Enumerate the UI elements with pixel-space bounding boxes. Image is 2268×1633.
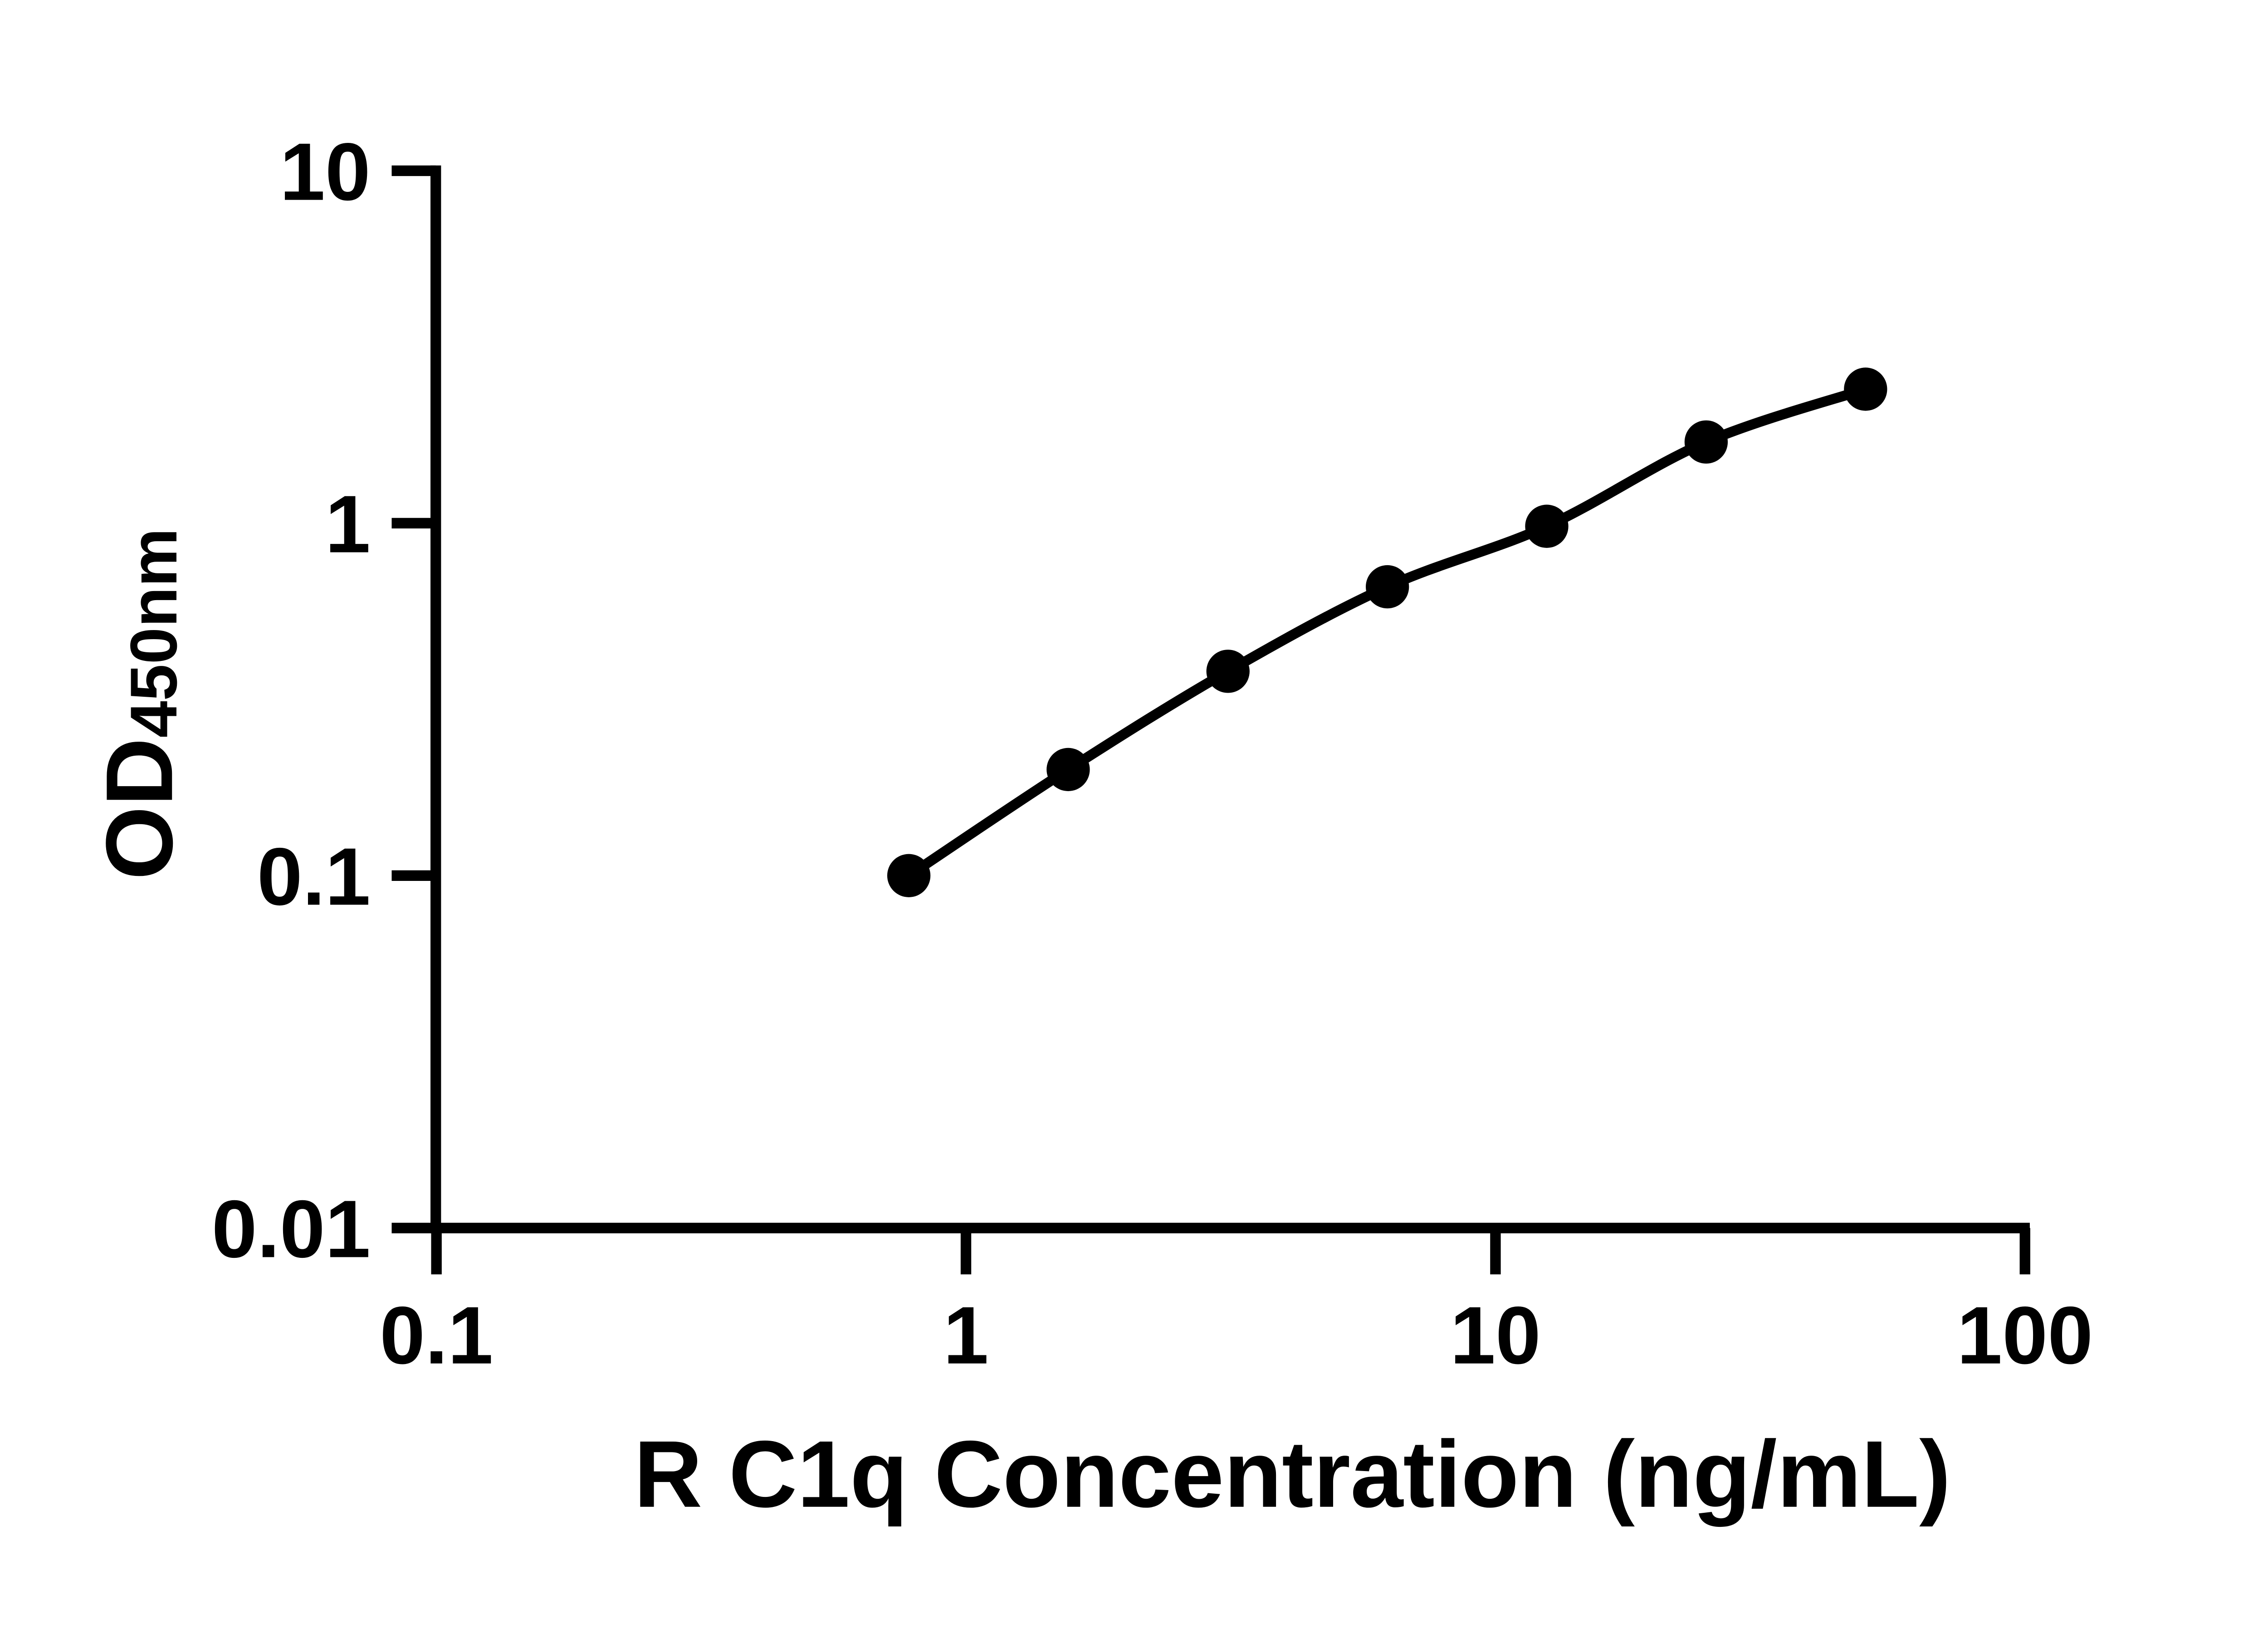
- data-point-marker: [1525, 504, 1569, 548]
- x-tick-label: 100: [1957, 1290, 2093, 1381]
- x-tick-label: 0.1: [380, 1290, 493, 1381]
- data-point-marker: [1844, 367, 1887, 411]
- x-tick-label: 10: [1450, 1290, 1541, 1381]
- y-tick-label: 1: [325, 479, 371, 570]
- x-tick-label: 1: [943, 1290, 988, 1381]
- ticks-layer: [391, 165, 2030, 1275]
- data-point-marker: [887, 854, 931, 897]
- y-tick-label: 0.1: [257, 831, 371, 922]
- axes-layer: [430, 165, 2030, 1233]
- y-tick-label: 0.01: [212, 1183, 371, 1275]
- y-axis-title-main: OD: [87, 738, 192, 880]
- data-point-marker: [1365, 565, 1409, 609]
- data-point-marker: [1046, 748, 1090, 792]
- data-point-marker: [1206, 650, 1250, 693]
- y-axis-title-subscript: 450nm: [117, 528, 191, 738]
- y-axis-title: OD450nm: [87, 528, 192, 880]
- series-layer: [887, 367, 1887, 897]
- y-tick-label: 10: [280, 127, 371, 218]
- standard-curve-line: [904, 384, 1871, 881]
- x-axis-title: R C1q Concentration (ng/mL): [634, 1422, 1950, 1527]
- data-point-marker: [1684, 420, 1728, 464]
